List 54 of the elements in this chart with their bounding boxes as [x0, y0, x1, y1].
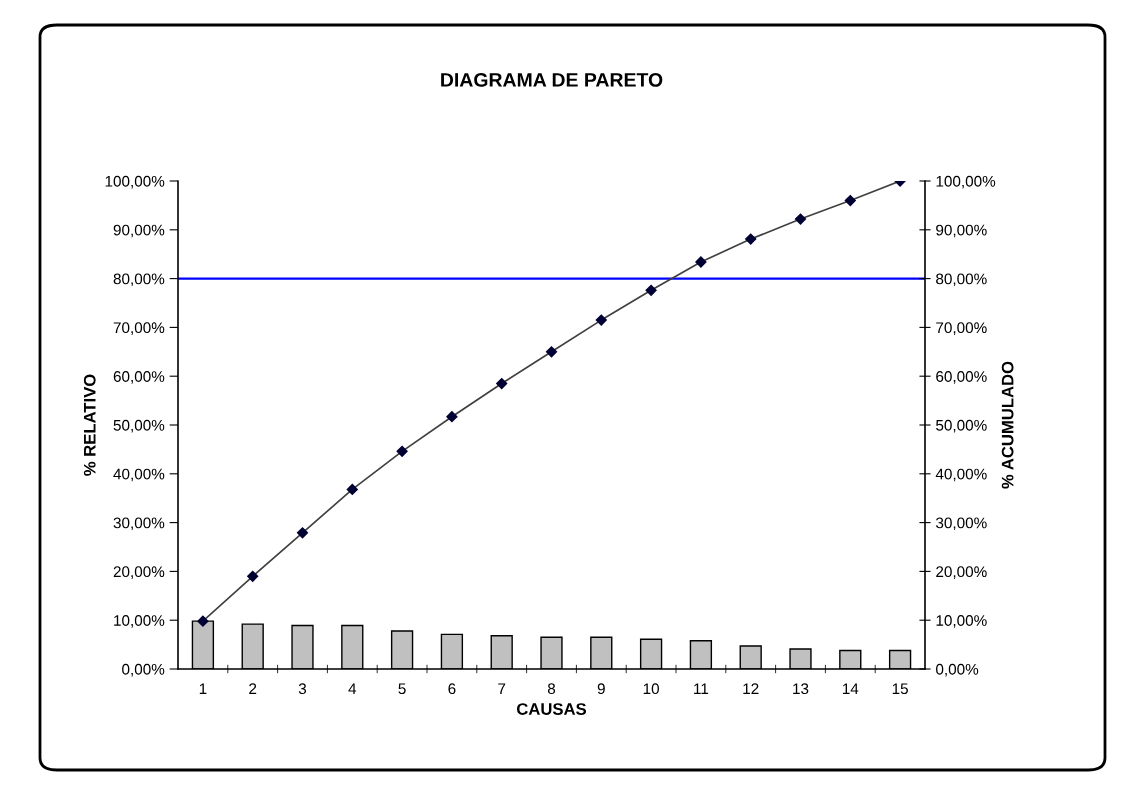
- y-tick-label: 100,00%: [105, 175, 165, 189]
- point: [396, 445, 408, 457]
- x-tick-label: 5: [398, 683, 406, 695]
- point: [844, 194, 856, 207]
- y2-tick-label: 40,00%: [935, 468, 987, 482]
- x-tick-label: 13: [793, 683, 809, 695]
- point: [296, 527, 309, 539]
- x-tick-label: 3: [298, 683, 307, 695]
- y-tick-label: 50,00%: [113, 419, 165, 433]
- y-tick-label: 90,00%: [113, 224, 165, 238]
- y2-tick-label: 20,00%: [936, 566, 987, 579]
- y-tick-label: 10,00%: [114, 615, 165, 628]
- x-tick-label: 14: [842, 683, 859, 694]
- y-tick-label: 40,00%: [113, 468, 165, 482]
- y2-tick-label: 50,00%: [936, 419, 987, 433]
- x-tick-label: 7: [498, 683, 506, 694]
- y2-tick-label: 90,00%: [936, 224, 987, 238]
- y-tick-label: 20,00%: [113, 566, 165, 579]
- point: [346, 483, 358, 496]
- y2-tick-label: 10,00%: [936, 615, 987, 628]
- chart-title: DIAGRAMA DE PARETO: [441, 72, 663, 87]
- point: [496, 377, 508, 390]
- point: [545, 346, 558, 358]
- y-tick-label: 80,00%: [113, 273, 165, 287]
- x-tick-label: 12: [743, 683, 759, 694]
- point: [446, 411, 458, 423]
- x-tick-label: 8: [547, 683, 556, 695]
- x-tick-label: 1: [199, 683, 207, 694]
- point: [745, 233, 757, 245]
- point: [645, 284, 657, 296]
- x-tick-label: 6: [448, 683, 456, 695]
- x-tick-label: 10: [643, 683, 659, 695]
- point: [595, 314, 607, 326]
- point: [247, 570, 259, 582]
- point: [794, 213, 807, 225]
- y-tick-label: 70,00%: [113, 322, 165, 335]
- point: [197, 615, 209, 627]
- x-tick-label: 2: [249, 683, 257, 694]
- x-tick-label: 11: [694, 683, 709, 694]
- y2-tick-label: 70,00%: [936, 322, 987, 335]
- x-tick-label: 9: [597, 683, 605, 695]
- y-tick-label: 30,00%: [113, 517, 165, 531]
- x-tick-label: 4: [348, 683, 357, 694]
- y2-tick-label: 60,00%: [936, 371, 987, 384]
- y2-axis-title: % ACUMULADO: [1001, 361, 1014, 489]
- y2-tick-label: 0,00%: [936, 663, 979, 677]
- y-tick-label: 60,00%: [113, 371, 165, 384]
- y2-tick-label: 100,00%: [936, 175, 996, 189]
- y-axis-title: % RELATIVO: [83, 374, 96, 476]
- y2-tick-label: 80,00%: [936, 273, 987, 287]
- y-tick-label: 0,00%: [122, 663, 165, 677]
- x-tick-label: 15: [892, 683, 908, 695]
- y2-tick-label: 30,00%: [936, 517, 987, 531]
- x-axis-title: CAUSAS: [516, 703, 587, 715]
